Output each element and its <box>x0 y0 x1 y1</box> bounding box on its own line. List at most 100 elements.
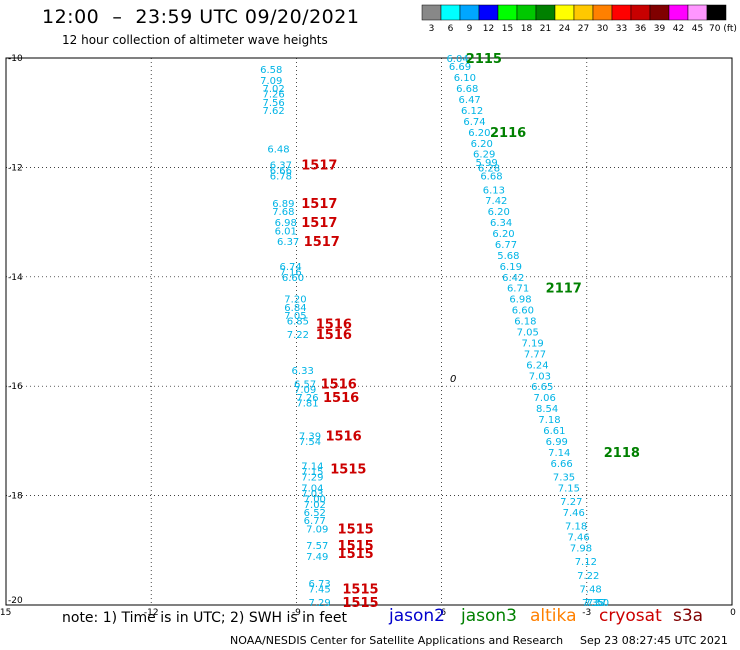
data-point-jason3: 6.68 <box>480 172 502 183</box>
scale-label: 27 <box>578 24 589 34</box>
axis-ticks: -15 -12 -9 -6 -3 0 -10 -12 -14 -16 -18 -20 <box>0 54 736 618</box>
footer-timestamp: Sep 23 08:27:45 UTC 2021 <box>580 634 728 647</box>
data-point-cryosat: 7.20 <box>284 295 306 306</box>
legend-jason3: jason3 <box>461 606 517 626</box>
data-point-jason3: 7.42 <box>485 196 507 207</box>
scale-swatch <box>668 4 689 21</box>
scale-label: 9 <box>467 24 473 34</box>
data-point-jason3: 7.48 <box>580 585 602 596</box>
scale-swatch <box>687 4 708 21</box>
data-point-jason3: 6.42 <box>502 273 524 284</box>
data-point-jason3: 8.54 <box>536 404 558 415</box>
data-point-jason3: 7.77 <box>524 349 546 360</box>
data-point-jason3: 6.60 <box>512 306 534 317</box>
data-point-cryosat: 6.73 <box>309 579 331 590</box>
data-point-jason3: 6.77 <box>495 240 517 251</box>
track-label-cryosat: 1515 <box>338 522 374 537</box>
data-point-cryosat: 7.26 <box>296 393 318 404</box>
scale-swatch <box>592 4 613 21</box>
x-tick-label: 0 <box>730 608 736 618</box>
scale-label: 39 <box>654 24 666 34</box>
scale-label: 33 <box>616 24 627 34</box>
scale-label: 21 <box>540 24 551 34</box>
data-point-jason3: 7.27 <box>560 497 582 508</box>
scale-label: 15 <box>502 24 513 34</box>
scale-swatch <box>497 4 518 21</box>
data-point-jason3: 6.66 <box>551 459 573 470</box>
y-tick-label: -10 <box>8 54 23 64</box>
data-point-cryosat: 7.29 <box>301 472 323 483</box>
data-point-jason3: 7.46 <box>567 533 589 544</box>
scale-swatch <box>649 4 670 21</box>
data-point-jason3: 7.05 <box>517 328 539 339</box>
data-point-jason3: 6.99 <box>546 437 568 448</box>
track-label-cryosat: 1517 <box>304 235 340 250</box>
data-point-jason3: 6.69 <box>449 62 471 73</box>
data-point-jason3: 6.12 <box>461 106 483 117</box>
data-point-cryosat: 6.60 <box>282 273 304 284</box>
scale-swatch <box>516 4 537 21</box>
data-points: 6.587.097.027.267.567.626.486.376.666.78… <box>260 54 609 609</box>
scale-label: 18 <box>521 24 533 34</box>
data-point-cryosat: 6.78 <box>270 172 292 183</box>
data-point-jason3: 7.35 <box>553 472 575 483</box>
legend-altika: altika <box>530 606 577 626</box>
scale-label: 30 <box>597 24 609 34</box>
data-point-jason3: 7.35 <box>582 598 604 609</box>
data-point-jason3: 6.61 <box>543 426 565 437</box>
data-point-jason3: 7.14 <box>548 448 570 459</box>
scale-swatch <box>440 4 461 21</box>
grid <box>6 58 732 605</box>
footer-credit: NOAA/NESDIS Center for Satellite Applica… <box>230 634 564 647</box>
data-point-jason3: 7.18 <box>538 415 560 426</box>
scale-label: 3 <box>429 24 435 34</box>
scale-label: 24 <box>559 24 571 34</box>
data-point-cryosat: 7.56 <box>263 98 285 109</box>
chart-title: 12:00 – 23:59 UTC 09/20/2021 <box>42 6 360 28</box>
data-point-cryosat: 6.58 <box>260 65 282 76</box>
data-point-jason3: 6.47 <box>459 95 481 106</box>
data-point-jason3: 6.65 <box>531 382 553 393</box>
data-point-jason3: 6.98 <box>509 295 531 306</box>
data-point-cryosat: 7.62 <box>263 106 285 117</box>
data-point-cryosat: 7.26 <box>263 90 285 101</box>
track-label-cryosat: 1516 <box>316 328 352 343</box>
track-label-jason3: 2118 <box>604 446 640 461</box>
chart-subtitle: 12 hour collection of altimeter wave hei… <box>62 33 328 47</box>
track-label-cryosat: 1516 <box>321 377 357 392</box>
data-point-jason3: 6.28 <box>478 163 500 174</box>
legend-jason2: jason2 <box>389 606 445 626</box>
data-point-cryosat: 7.09 <box>306 524 328 535</box>
data-point-jason3: 6.20 <box>468 128 490 139</box>
scale-label: 42 <box>673 24 684 34</box>
data-point-jason3: 7.46 <box>563 508 585 519</box>
data-point-cryosat: 6.66 <box>270 166 292 177</box>
track-label-cryosat: 1517 <box>301 159 337 174</box>
data-point-jason3: 7.06 <box>534 393 556 404</box>
data-point-cryosat: 6.33 <box>292 366 314 377</box>
track-label-cryosat: 1516 <box>316 317 352 332</box>
data-point-jason3: 7.12 <box>575 557 597 568</box>
data-point-jason3: 6.20 <box>471 139 493 150</box>
data-point-jason3: 7.37 <box>584 598 606 609</box>
data-point-jason3: 6.10 <box>454 73 476 84</box>
data-point-jason3: 6.04 <box>446 54 468 65</box>
data-point-cryosat: 7.16 <box>279 267 301 278</box>
stray-mark: 0 <box>450 374 456 385</box>
track-label-cryosat: 1516 <box>325 429 361 444</box>
data-point-cryosat: 6.01 <box>275 226 297 237</box>
data-point-cryosat: 7.45 <box>309 585 331 596</box>
scale-swatch <box>630 4 651 21</box>
track-label-cryosat: 1515 <box>330 462 366 477</box>
data-point-jason3: 7.18 <box>565 522 587 533</box>
data-point-cryosat: 7.00 <box>304 494 326 505</box>
x-tick-label: -3 <box>582 608 591 618</box>
data-point-cryosat: 7.02 <box>263 84 285 95</box>
scale-swatch <box>611 4 632 21</box>
data-point-cryosat: 6.48 <box>267 144 289 155</box>
data-point-cryosat: 7.09 <box>294 385 316 396</box>
data-point-cryosat: 7.14 <box>301 462 323 473</box>
data-point-jason3: 7.50 <box>587 598 609 609</box>
scale-swatch <box>573 4 594 21</box>
data-point-cryosat: 7.54 <box>299 437 321 448</box>
